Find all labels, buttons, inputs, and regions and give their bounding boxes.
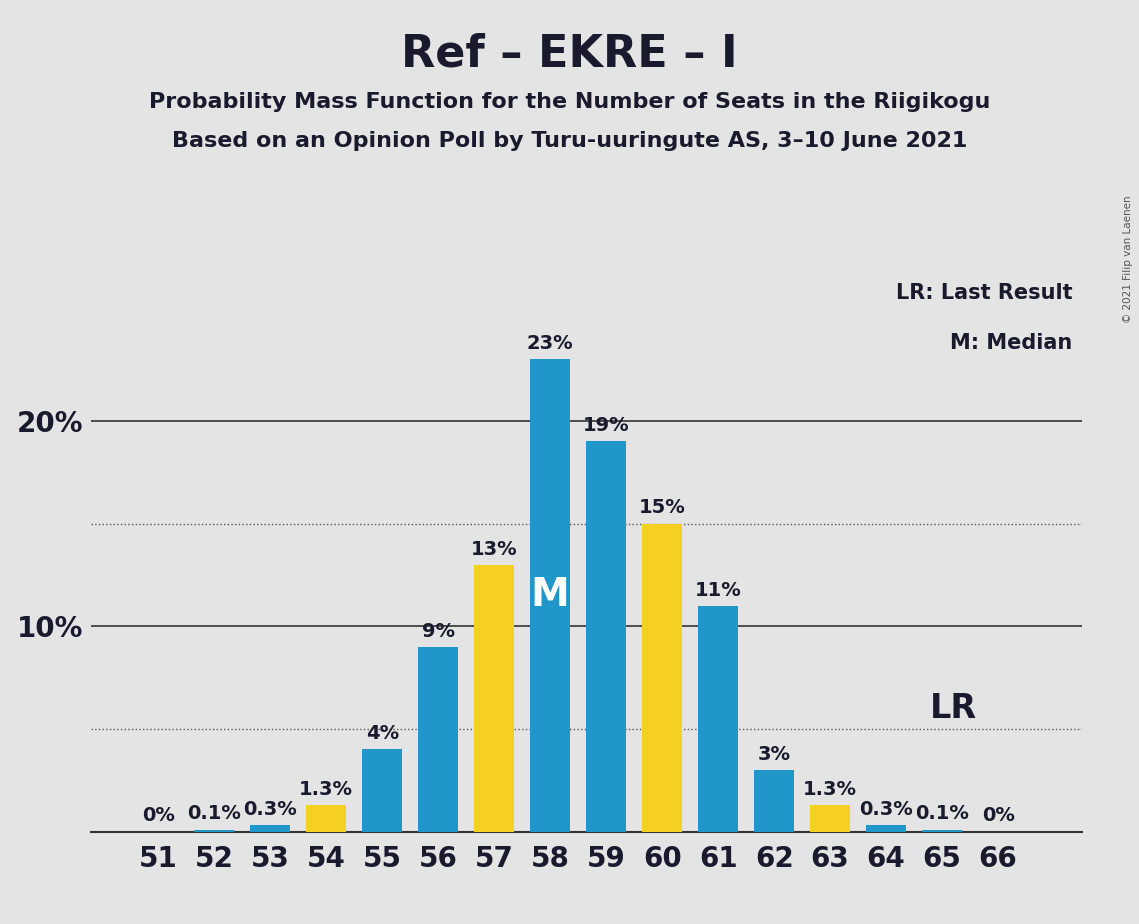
Text: 0%: 0% bbox=[982, 807, 1015, 825]
Text: Ref – EKRE – I: Ref – EKRE – I bbox=[401, 32, 738, 76]
Text: 1.3%: 1.3% bbox=[803, 780, 858, 798]
Bar bbox=[418, 647, 458, 832]
Text: LR: Last Result: LR: Last Result bbox=[895, 283, 1072, 303]
Text: M: M bbox=[531, 577, 570, 614]
Bar bbox=[754, 770, 794, 832]
Bar bbox=[530, 359, 571, 832]
Bar bbox=[587, 442, 626, 832]
Text: 0.3%: 0.3% bbox=[244, 800, 297, 820]
Bar bbox=[474, 565, 515, 832]
Text: 13%: 13% bbox=[470, 540, 517, 558]
Text: 0.3%: 0.3% bbox=[859, 800, 913, 820]
Text: Based on an Opinion Poll by Turu-uuringute AS, 3–10 June 2021: Based on an Opinion Poll by Turu-uuringu… bbox=[172, 131, 967, 152]
Bar bbox=[251, 825, 290, 832]
Text: 9%: 9% bbox=[421, 622, 454, 640]
Text: 4%: 4% bbox=[366, 724, 399, 743]
Bar bbox=[306, 805, 346, 832]
Text: 3%: 3% bbox=[757, 745, 790, 764]
Bar bbox=[698, 606, 738, 832]
Bar bbox=[866, 825, 907, 832]
Text: M: Median: M: Median bbox=[950, 333, 1072, 353]
Text: 1.3%: 1.3% bbox=[300, 780, 353, 798]
Text: 0%: 0% bbox=[142, 807, 174, 825]
Bar bbox=[642, 524, 682, 832]
Bar bbox=[921, 830, 962, 832]
Text: 11%: 11% bbox=[695, 580, 741, 600]
Text: Probability Mass Function for the Number of Seats in the Riigikogu: Probability Mass Function for the Number… bbox=[149, 92, 990, 113]
Text: 0.1%: 0.1% bbox=[915, 805, 969, 823]
Bar bbox=[194, 830, 235, 832]
Text: 19%: 19% bbox=[583, 417, 630, 435]
Bar bbox=[362, 749, 402, 832]
Text: LR: LR bbox=[929, 692, 977, 725]
Text: 23%: 23% bbox=[527, 334, 574, 353]
Text: 0.1%: 0.1% bbox=[187, 805, 241, 823]
Text: © 2021 Filip van Laenen: © 2021 Filip van Laenen bbox=[1123, 195, 1133, 322]
Bar bbox=[810, 805, 851, 832]
Text: 15%: 15% bbox=[639, 498, 686, 517]
